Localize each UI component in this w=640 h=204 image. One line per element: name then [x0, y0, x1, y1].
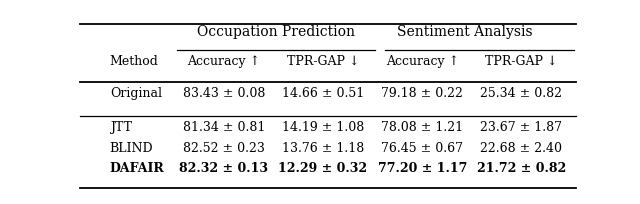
Text: 76.45 ± 0.67: 76.45 ± 0.67 [381, 141, 463, 154]
Text: Original: Original [110, 86, 162, 99]
Text: 14.19 ± 1.08: 14.19 ± 1.08 [282, 121, 364, 134]
Text: Accuracy ↑: Accuracy ↑ [188, 55, 260, 68]
Text: 81.34 ± 0.81: 81.34 ± 0.81 [182, 121, 265, 134]
Text: 25.34 ± 0.82: 25.34 ± 0.82 [481, 86, 563, 99]
Text: 13.76 ± 1.18: 13.76 ± 1.18 [282, 141, 364, 154]
Text: Accuracy ↑: Accuracy ↑ [386, 55, 459, 68]
Text: 22.68 ± 2.40: 22.68 ± 2.40 [481, 141, 563, 154]
Text: 82.52 ± 0.23: 82.52 ± 0.23 [183, 141, 265, 154]
Text: 83.43 ± 0.08: 83.43 ± 0.08 [182, 86, 265, 99]
Text: 21.72 ± 0.82: 21.72 ± 0.82 [477, 162, 566, 174]
Text: DAFAIR: DAFAIR [110, 162, 164, 174]
Text: 14.66 ± 0.51: 14.66 ± 0.51 [282, 86, 364, 99]
Text: Method: Method [110, 55, 159, 68]
Text: Occupation Prediction: Occupation Prediction [197, 25, 355, 39]
Text: 77.20 ± 1.17: 77.20 ± 1.17 [378, 162, 467, 174]
Text: 82.32 ± 0.13: 82.32 ± 0.13 [179, 162, 268, 174]
Text: JTT: JTT [110, 121, 132, 134]
Text: 79.18 ± 0.22: 79.18 ± 0.22 [381, 86, 463, 99]
Text: TPR-GAP ↓: TPR-GAP ↓ [485, 55, 557, 68]
Text: Sentiment Analysis: Sentiment Analysis [397, 25, 532, 39]
Text: 78.08 ± 1.21: 78.08 ± 1.21 [381, 121, 463, 134]
Text: BLIND: BLIND [110, 141, 154, 154]
Text: 12.29 ± 0.32: 12.29 ± 0.32 [278, 162, 367, 174]
Text: TPR-GAP ↓: TPR-GAP ↓ [287, 55, 359, 68]
Text: 23.67 ± 1.87: 23.67 ± 1.87 [481, 121, 563, 134]
